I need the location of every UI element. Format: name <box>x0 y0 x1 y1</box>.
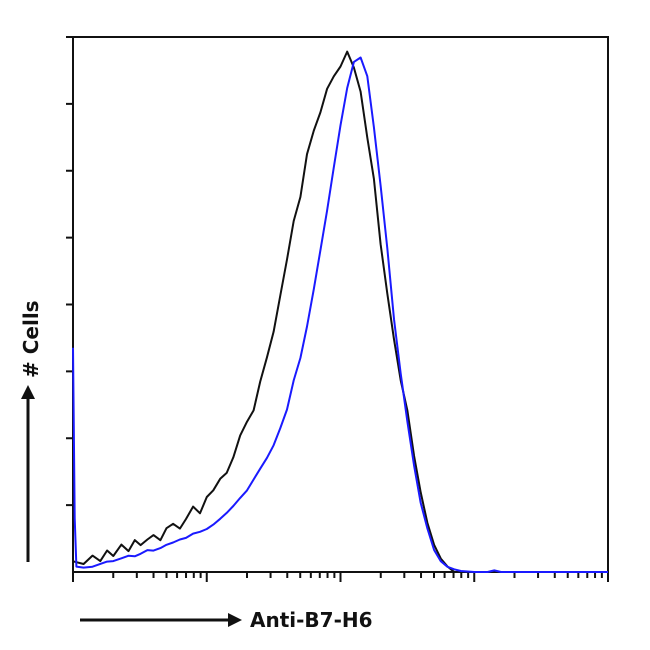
series-line-1 <box>72 50 455 573</box>
x-axis-label: Anti-B7-H6 <box>250 608 373 632</box>
x-axis-arrowhead <box>228 613 242 627</box>
x-axis-ticks <box>72 572 609 582</box>
series-line-2 <box>72 56 608 573</box>
y-axis-ticks <box>66 36 73 507</box>
y-axis-arrowhead <box>21 385 35 399</box>
y-axis-label: # Cells <box>19 300 43 378</box>
plot-frame <box>72 36 609 573</box>
series-layer <box>72 50 608 573</box>
